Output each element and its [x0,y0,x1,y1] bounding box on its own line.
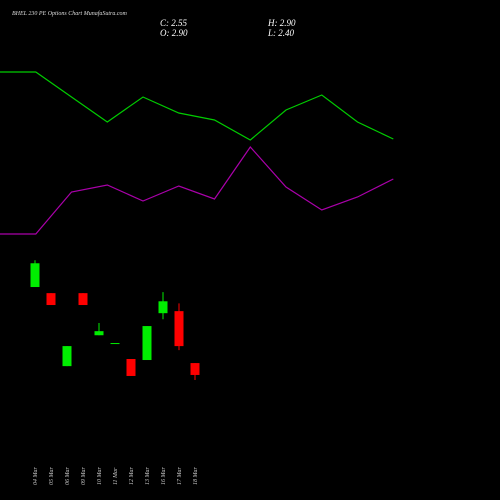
candle-body [110,343,120,345]
candle-body [158,301,168,314]
high-label: H: 2.90 [267,18,296,28]
date-label: 16 Mar [161,467,167,485]
candle-body [190,363,200,375]
candle-body [142,326,152,361]
date-label: 18 Mar [193,467,199,485]
date-label: 17 Mar [177,467,183,485]
date-label: 09 Mar [81,467,87,485]
date-label: 05 Mar [49,467,55,485]
chart-title: BHEL 230 PE Options Chart MunafaSutra.co… [12,10,128,17]
date-label: 04 Mar [32,467,39,485]
candle-body [174,311,184,347]
indicator-line [0,71,394,141]
open-label: O: 2.90 [160,28,188,38]
candle-body [78,293,88,306]
candle-body [30,263,40,288]
indicator-line [0,146,394,235]
date-label: 10 Mar [97,467,103,485]
date-label: 12 Mar [129,467,135,485]
low-label: L: 2.40 [267,28,295,38]
date-label: 13 Mar [145,467,151,485]
close-label: C: 2.55 [160,18,188,28]
candle-body [94,331,104,336]
date-label: 06 Mar [65,467,71,485]
candle-body [62,346,72,367]
date-label: 11 Mar [113,467,119,485]
candle-body [126,359,136,376]
candle-body [46,293,56,306]
